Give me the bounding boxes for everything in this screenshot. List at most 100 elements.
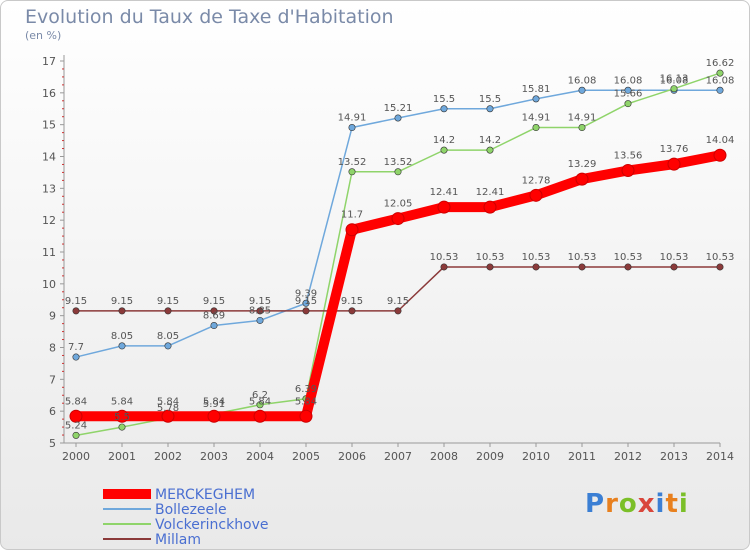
data-point-merckeghem	[345, 223, 359, 237]
data-label-merckeghem: 5.84	[111, 396, 133, 407]
data-point-merckeghem	[575, 172, 589, 186]
data-label-bollezeele: 16.08	[660, 75, 689, 86]
data-label-merckeghem: 12.41	[430, 187, 459, 198]
data-label-millam: 10.53	[706, 252, 735, 263]
x-tick-label: 2007	[384, 450, 412, 463]
data-label-merckeghem: 12.41	[476, 187, 505, 198]
data-label-merckeghem: 13.76	[660, 144, 689, 155]
data-point-bollezeele	[72, 353, 80, 361]
data-point-millam	[348, 307, 356, 315]
data-point-millam	[532, 263, 540, 271]
data-label-bollezeele: 16.08	[568, 75, 597, 86]
data-label-millam: 9.15	[111, 296, 133, 307]
data-label-millam: 10.53	[522, 252, 551, 263]
data-label-volckerinckhove: 5.5	[114, 412, 130, 423]
data-label-volckerinckhove: 5.78	[157, 403, 179, 414]
data-label-merckeghem: 5.84	[203, 396, 225, 407]
x-tick-label: 2013	[660, 450, 688, 463]
data-label-millam: 10.53	[660, 252, 689, 263]
legend-label-bollezeele: Bollezeele	[155, 502, 227, 518]
data-label-millam: 9.15	[341, 296, 363, 307]
data-label-bollezeele: 15.5	[433, 94, 455, 105]
data-point-bollezeele	[302, 299, 310, 307]
data-label-volckerinckhove: 5.91	[203, 399, 225, 410]
y-tick-label: 10	[42, 278, 56, 291]
data-point-bollezeele	[578, 86, 586, 94]
data-point-bollezeele	[164, 342, 172, 350]
data-point-merckeghem	[207, 409, 221, 423]
x-tick-label: 2010	[522, 450, 550, 463]
data-point-millam	[440, 263, 448, 271]
data-label-volckerinckhove: 13.52	[338, 157, 367, 168]
data-point-millam	[394, 307, 402, 315]
data-label-millam: 9.15	[157, 296, 179, 307]
data-label-merckeghem: 12.78	[522, 175, 551, 186]
data-point-merckeghem	[483, 200, 497, 214]
data-point-bollezeele	[210, 322, 218, 330]
data-point-bollezeele	[532, 95, 540, 103]
data-point-bollezeele	[624, 86, 632, 94]
data-label-merckeghem: 12.05	[384, 199, 413, 210]
logo-letter: x	[637, 489, 656, 519]
data-point-volckerinckhove	[486, 146, 494, 154]
y-tick-label: 12	[42, 214, 56, 227]
data-point-volckerinckhove	[624, 100, 632, 108]
data-point-merckeghem	[713, 148, 727, 162]
data-label-merckeghem: 13.56	[614, 151, 643, 162]
data-label-merckeghem: 5.84	[65, 396, 87, 407]
y-tick-label: 9	[49, 310, 56, 323]
data-point-millam	[72, 307, 80, 315]
chart-unit: (en %)	[25, 29, 62, 42]
chart-title: Evolution du Taux de Taxe d'Habitation	[25, 6, 394, 28]
data-point-millam	[256, 307, 264, 315]
data-label-volckerinckhove: 14.2	[479, 135, 501, 146]
data-label-bollezeele: 16.08	[614, 75, 643, 86]
data-label-bollezeele: 8.85	[249, 305, 271, 316]
legend-label-volckerinckhove: Volckerinckhove	[155, 517, 269, 533]
data-point-merckeghem	[391, 212, 405, 226]
data-label-volckerinckhove: 16.62	[706, 58, 735, 69]
x-tick-label: 2008	[430, 450, 458, 463]
proxiti-logo: Proxiti	[585, 489, 689, 519]
data-point-merckeghem	[299, 409, 313, 423]
y-tick-label: 13	[42, 182, 56, 195]
y-tick-label: 16	[42, 87, 56, 100]
series-line-merckeghem	[71, 150, 725, 422]
data-point-volckerinckhove	[578, 124, 586, 132]
data-label-bollezeele: 7.7	[68, 342, 84, 353]
data-point-millam	[578, 263, 586, 271]
data-label-millam: 9.15	[65, 296, 87, 307]
data-point-bollezeele	[440, 105, 448, 113]
data-point-bollezeele	[348, 124, 356, 132]
data-label-volckerinckhove: 6.2	[252, 390, 268, 401]
data-label-volckerinckhove: 16.13	[660, 74, 689, 85]
data-label-volckerinckhove: 14.2	[433, 135, 455, 146]
data-label-bollezeele: 8.05	[157, 331, 179, 342]
y-tick-label: 17	[42, 55, 56, 68]
data-label-volckerinckhove: 5.24	[65, 420, 87, 431]
data-label-merckeghem: 14.04	[706, 135, 735, 146]
data-point-merckeghem	[69, 409, 83, 423]
data-label-bollezeele: 9.39	[295, 288, 317, 299]
logo-letter: P	[585, 489, 606, 519]
data-label-millam: 10.53	[476, 252, 505, 263]
y-tick-label: 15	[42, 119, 56, 132]
data-point-millam	[486, 263, 494, 271]
data-label-bollezeele: 16.08	[706, 75, 735, 86]
data-label-volckerinckhove: 14.91	[568, 113, 597, 124]
legend-label-merckeghem: MERCKEGHEM	[155, 487, 255, 503]
data-point-merckeghem	[529, 188, 543, 202]
data-label-volckerinckhove: 14.91	[522, 113, 551, 124]
data-point-merckeghem	[437, 200, 451, 214]
data-point-millam	[624, 263, 632, 271]
data-point-millam	[670, 263, 678, 271]
data-point-volckerinckhove	[118, 423, 126, 431]
data-point-volckerinckhove	[394, 168, 402, 176]
data-label-millam: 9.15	[295, 296, 317, 307]
data-point-volckerinckhove	[440, 146, 448, 154]
data-point-volckerinckhove	[72, 431, 80, 439]
data-point-millam	[716, 263, 724, 271]
data-label-millam: 10.53	[568, 252, 597, 263]
